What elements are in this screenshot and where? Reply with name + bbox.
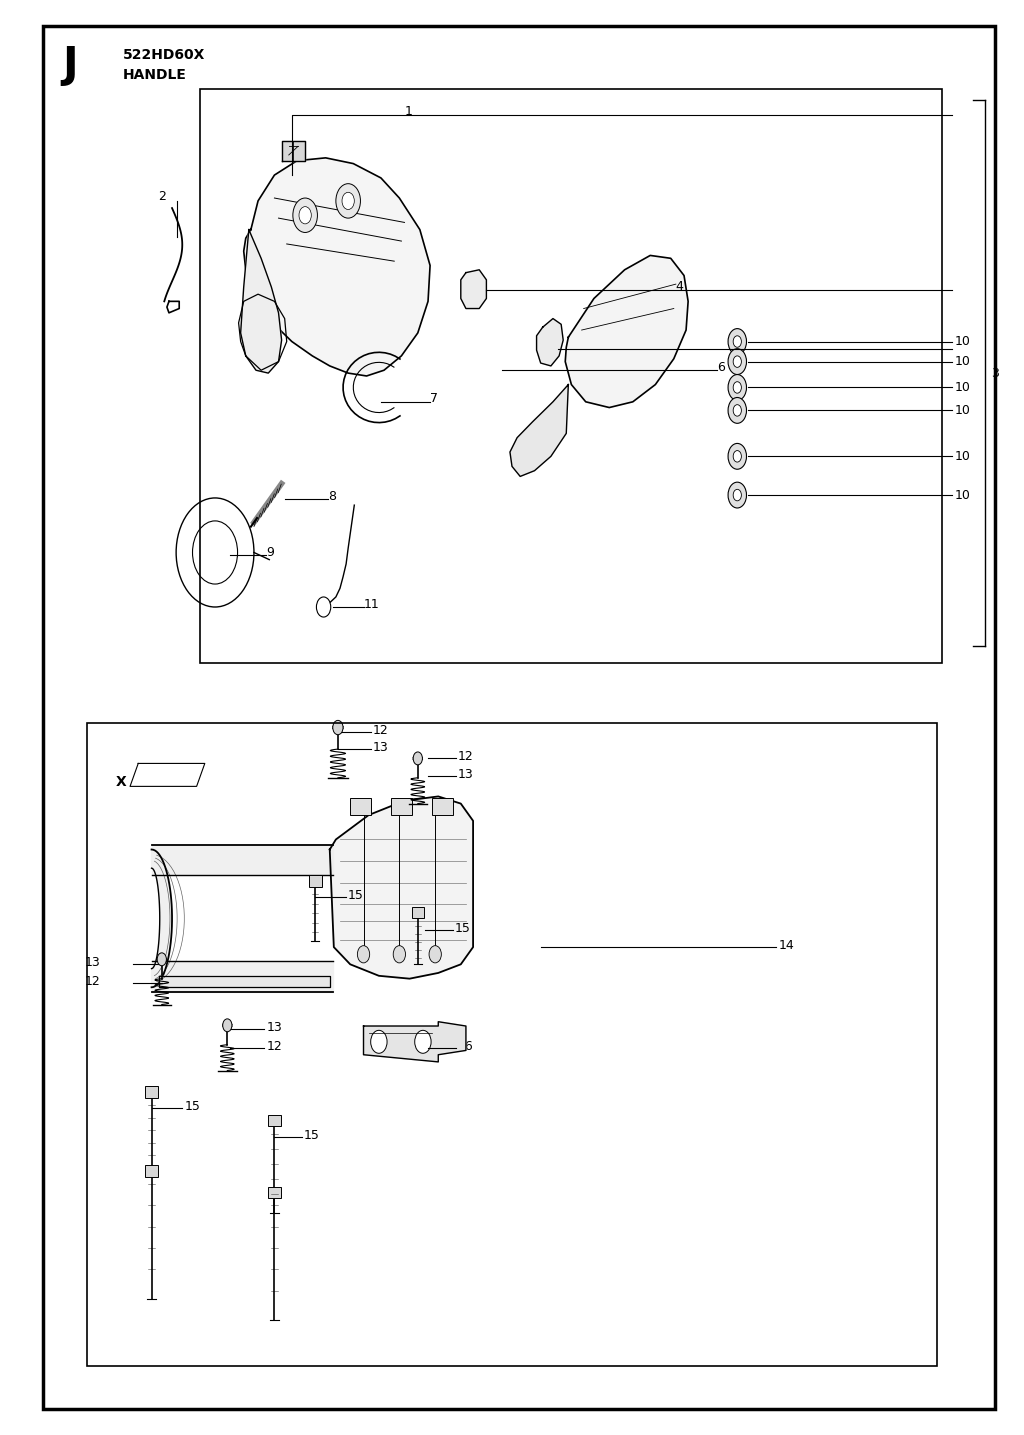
Circle shape: [342, 192, 354, 210]
Circle shape: [415, 1030, 431, 1053]
Polygon shape: [565, 255, 688, 408]
Bar: [200, 89, 942, 663]
Text: 12: 12: [458, 749, 473, 763]
Text: 6: 6: [717, 360, 725, 375]
Text: 14: 14: [778, 938, 794, 953]
Circle shape: [733, 336, 741, 347]
Text: 1: 1: [404, 105, 413, 119]
Circle shape: [733, 356, 741, 367]
Bar: [268, 1115, 281, 1126]
Circle shape: [733, 489, 741, 501]
Bar: [145, 1165, 158, 1177]
Text: 15: 15: [348, 888, 365, 903]
Circle shape: [728, 443, 746, 469]
Text: 15: 15: [304, 1128, 321, 1142]
Text: 5: 5: [737, 339, 745, 353]
Bar: [391, 798, 412, 815]
Circle shape: [293, 198, 317, 232]
Text: 15: 15: [184, 1099, 201, 1114]
Circle shape: [728, 397, 746, 423]
Text: 522HD60X: 522HD60X: [123, 47, 205, 62]
Text: 10: 10: [954, 334, 971, 349]
Circle shape: [193, 521, 238, 584]
Text: 12: 12: [266, 1039, 282, 1053]
Text: J: J: [61, 43, 78, 86]
Circle shape: [299, 207, 311, 224]
Polygon shape: [537, 319, 563, 366]
Text: 13: 13: [85, 956, 100, 970]
Text: 13: 13: [373, 740, 388, 755]
Circle shape: [333, 720, 343, 735]
Polygon shape: [282, 141, 305, 161]
Polygon shape: [152, 850, 172, 987]
Text: 2: 2: [158, 189, 166, 204]
Text: 10: 10: [954, 403, 971, 418]
Bar: [412, 907, 424, 918]
Text: 7: 7: [430, 392, 438, 406]
Text: HANDLE: HANDLE: [123, 67, 186, 82]
Circle shape: [158, 953, 166, 966]
Text: 13: 13: [458, 768, 473, 782]
Polygon shape: [330, 796, 473, 979]
Text: 16: 16: [458, 1039, 473, 1053]
Circle shape: [728, 375, 746, 400]
Circle shape: [357, 946, 370, 963]
Circle shape: [176, 498, 254, 607]
Text: 13: 13: [266, 1020, 282, 1035]
Text: 11: 11: [364, 597, 379, 611]
Text: 9: 9: [266, 545, 274, 560]
Polygon shape: [364, 1022, 466, 1062]
Text: 8: 8: [328, 489, 336, 504]
Bar: [268, 1187, 281, 1198]
Bar: [432, 798, 453, 815]
Circle shape: [371, 1030, 387, 1053]
Text: 15: 15: [455, 921, 471, 936]
Circle shape: [413, 752, 422, 765]
Circle shape: [223, 1019, 231, 1032]
Polygon shape: [159, 976, 330, 987]
Text: 10: 10: [954, 449, 971, 464]
Text: 3: 3: [991, 366, 999, 380]
Circle shape: [316, 597, 331, 617]
Circle shape: [733, 451, 741, 462]
Circle shape: [728, 329, 746, 354]
Circle shape: [733, 382, 741, 393]
Text: 10: 10: [954, 354, 971, 369]
Circle shape: [733, 405, 741, 416]
Bar: [350, 798, 371, 815]
Circle shape: [336, 184, 360, 218]
Bar: [309, 875, 322, 887]
Text: 12: 12: [85, 974, 100, 989]
Circle shape: [429, 946, 441, 963]
Text: X: X: [116, 775, 126, 789]
Text: 4: 4: [676, 280, 684, 294]
Polygon shape: [244, 158, 430, 376]
Bar: [145, 1086, 158, 1098]
Circle shape: [728, 482, 746, 508]
Text: 12: 12: [373, 723, 388, 738]
Polygon shape: [241, 230, 282, 373]
Polygon shape: [510, 385, 568, 476]
Text: 10: 10: [954, 380, 971, 395]
Polygon shape: [461, 270, 486, 309]
Circle shape: [393, 946, 406, 963]
Bar: [87, 723, 937, 1366]
Circle shape: [728, 349, 746, 375]
Text: 10: 10: [954, 488, 971, 502]
